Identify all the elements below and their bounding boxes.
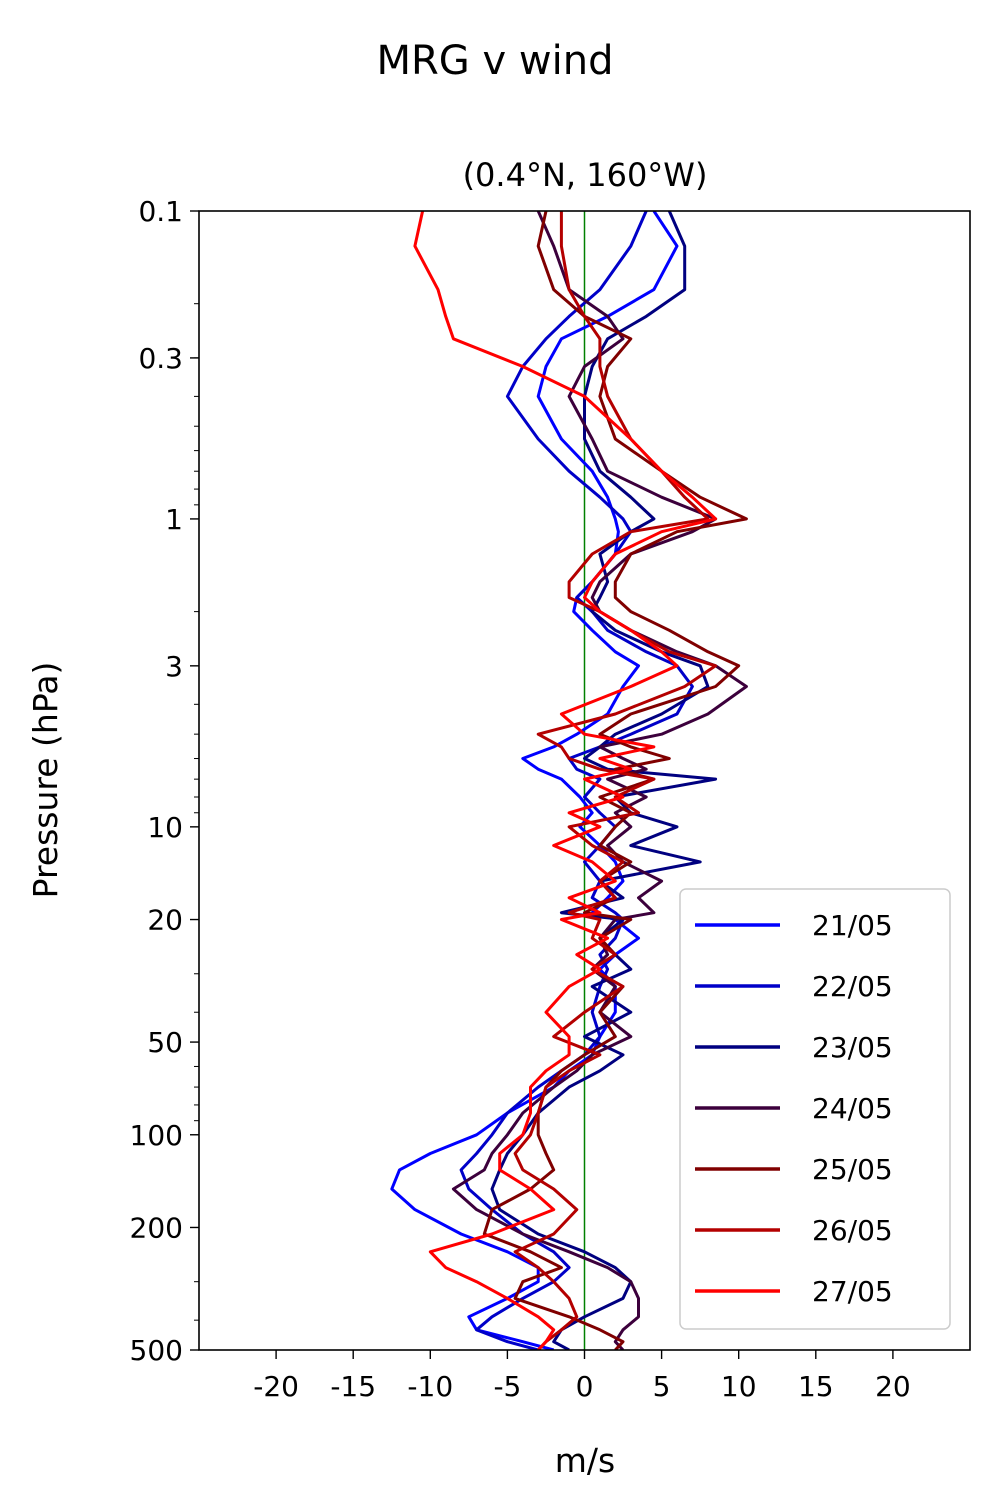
x-tick-label: -10	[407, 1370, 453, 1403]
x-tick-label: -20	[253, 1370, 299, 1403]
y-tick-label: 50	[147, 1026, 183, 1059]
plot-frame	[198, 210, 971, 1351]
series-line-26-05	[513, 211, 718, 1350]
legend-label: 22/05	[812, 970, 893, 1003]
legend-label: 26/05	[812, 1214, 893, 1247]
y-tick-label: 100	[130, 1119, 183, 1152]
y-axis-label: Pressure (hPa)	[26, 662, 65, 899]
x-tick-label: 10	[721, 1370, 757, 1403]
legend-label: 23/05	[812, 1031, 893, 1064]
y-tick-label: 0.1	[138, 195, 183, 228]
x-tick-label: 20	[875, 1370, 911, 1403]
y-tick-label: 20	[147, 904, 183, 937]
legend-label: 21/05	[812, 909, 893, 942]
plot-area: -20 -15 -10 -5 0 5 10 15 20 0.1 0.3 1 3 10 20 50 100 200 5…	[130, 195, 971, 1403]
x-tick-label: -5	[493, 1370, 521, 1403]
legend: 21/05 22/05 23/05 24/05 25/05 26/05 27/05	[679, 888, 951, 1330]
series-line-23-05	[490, 211, 718, 1350]
series-group	[390, 211, 748, 1350]
x-tick-label: 15	[798, 1370, 834, 1403]
axis-ticks: -20 -15 -10 -5 0 5 10 15 20 0.1 0.3 1 3 10 20 50 100 200 5…	[130, 195, 911, 1403]
legend-label: 27/05	[812, 1275, 893, 1308]
y-tick-label: 200	[130, 1211, 183, 1244]
legend-label: 25/05	[812, 1153, 893, 1186]
series-line-27-05	[413, 211, 718, 1350]
y-tick-label: 1	[165, 503, 183, 536]
x-tick-label: 0	[576, 1370, 594, 1403]
x-axis-label: m/s	[555, 1441, 615, 1480]
series-line-24-05	[451, 211, 748, 1350]
legend-box	[679, 888, 951, 1330]
chart-subtitle: (0.4°N, 160°W)	[463, 156, 708, 194]
x-tick-label: -15	[330, 1370, 376, 1403]
y-tick-label: 0.3	[138, 342, 183, 375]
chart-title: MRG v wind	[377, 38, 614, 84]
x-tick-label: 5	[653, 1370, 671, 1403]
y-tick-label: 10	[147, 811, 183, 844]
series-line-21-05	[390, 211, 679, 1350]
legend-label: 24/05	[812, 1092, 893, 1125]
y-tick-label: 3	[165, 650, 183, 683]
y-tick-label: 500	[130, 1334, 183, 1367]
series-line-25-05	[482, 211, 748, 1350]
